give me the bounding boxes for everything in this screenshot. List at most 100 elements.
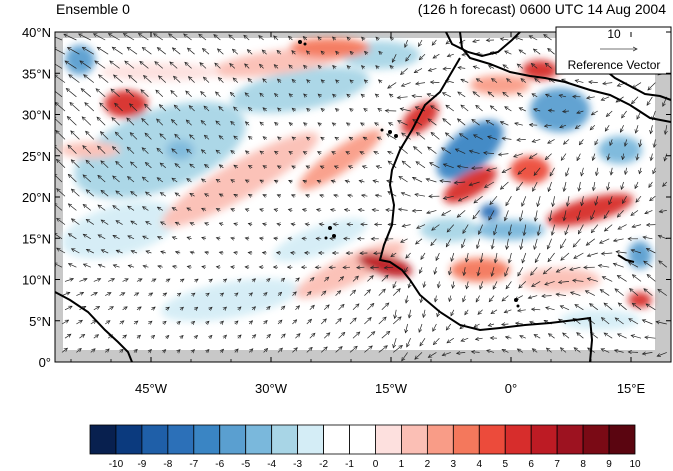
wind-vector (97, 117, 106, 126)
wind-vector (529, 36, 538, 41)
wind-vector (93, 335, 99, 339)
wind-vector (561, 252, 570, 260)
colorbar-label: 4 (477, 459, 483, 470)
coastline-south-america (55, 291, 133, 362)
wind-vector (68, 204, 77, 211)
wind-vector (359, 181, 365, 182)
wind-vector (548, 139, 555, 143)
wind-vector (160, 192, 166, 197)
wind-vector (367, 276, 373, 282)
wind-vector (318, 37, 321, 40)
wind-vector (175, 134, 181, 140)
wind-vector (534, 167, 541, 176)
wind-vector (216, 267, 221, 268)
wind-vector (289, 151, 292, 153)
wind-vector (472, 352, 480, 353)
wind-vector (348, 166, 354, 168)
wind-vector (215, 63, 221, 69)
colorbar-label: 7 (554, 459, 560, 470)
wind-vector (478, 267, 480, 276)
wind-vector (349, 137, 354, 139)
wind-vector (518, 310, 526, 311)
wind-vector (658, 235, 667, 240)
wind-vector (398, 121, 408, 126)
wind-vector (170, 62, 178, 69)
wind-vector (142, 118, 149, 126)
wind-vector (321, 80, 324, 83)
wind-vector (423, 309, 425, 318)
wind-vector (618, 303, 627, 311)
wind-vector (389, 123, 394, 126)
wind-vector (416, 162, 426, 169)
y-tick-label: 40°N (22, 25, 51, 40)
wind-vector (656, 322, 667, 325)
wind-vector (474, 135, 483, 140)
wind-vector (417, 132, 426, 140)
wind-vector (646, 304, 656, 311)
wind-vector (161, 222, 166, 225)
wind-vector (216, 150, 221, 154)
wind-vector (581, 196, 583, 206)
wind-vector (632, 303, 642, 311)
wind-vector (83, 175, 92, 183)
wind-vector (514, 153, 523, 157)
wind-vector (79, 279, 87, 282)
wind-vector (56, 131, 66, 140)
wind-vector (214, 35, 221, 41)
colorbar-swatch (167, 424, 195, 455)
wind-vector (127, 118, 135, 126)
wind-vector (560, 306, 570, 311)
wind-vector (93, 306, 100, 311)
wind-vector (244, 35, 250, 41)
wind-vector (338, 332, 345, 339)
wind-vector (180, 279, 184, 281)
wind-vector (556, 266, 567, 272)
wind-vector (249, 293, 252, 296)
wind-vector (610, 139, 612, 145)
wind-vector (252, 335, 256, 339)
wind-vector (375, 94, 378, 97)
wind-vector (115, 132, 123, 140)
wind-vector (69, 75, 80, 83)
wind-vector (274, 238, 279, 239)
wind-vector (388, 161, 397, 169)
wind-vector (86, 160, 95, 169)
wind-vector (614, 239, 624, 241)
colorbar-label: 8 (580, 459, 586, 470)
wind-vector (381, 331, 390, 339)
wind-vector (277, 348, 282, 353)
wind-vector (564, 210, 566, 220)
wind-vector (321, 108, 324, 111)
wind-vector (166, 335, 169, 338)
wind-vector (223, 307, 226, 310)
x-tick-label: 15°W (375, 381, 408, 396)
wind-vector (201, 150, 207, 154)
wind-vector (461, 337, 469, 341)
y-tick-label: 30°N (22, 108, 51, 123)
wind-vector (263, 108, 267, 111)
wind-vector (451, 252, 454, 261)
wind-vector (204, 106, 210, 112)
wind-vector (374, 152, 379, 154)
wind-vector (304, 123, 307, 125)
wind-vector (455, 149, 466, 154)
wind-vector (348, 195, 354, 196)
wind-vector (64, 306, 72, 311)
wind-vector (112, 147, 120, 154)
wind-vector (645, 337, 656, 338)
wind-vector (126, 89, 135, 98)
colorbar-label: -3 (293, 459, 302, 470)
wind-vector (303, 180, 307, 182)
wind-vector (320, 347, 327, 353)
wind-vector (148, 293, 152, 296)
wind-vector (590, 124, 596, 130)
wind-vector (579, 139, 584, 144)
wind-vector (320, 166, 325, 168)
wind-vector (98, 265, 106, 268)
y-tick-label: 15°N (22, 231, 51, 246)
wind-vector (432, 39, 437, 45)
wind-vector (431, 132, 440, 140)
wind-vector (349, 346, 357, 353)
wind-vector (266, 334, 271, 339)
wind-vector (458, 195, 469, 201)
